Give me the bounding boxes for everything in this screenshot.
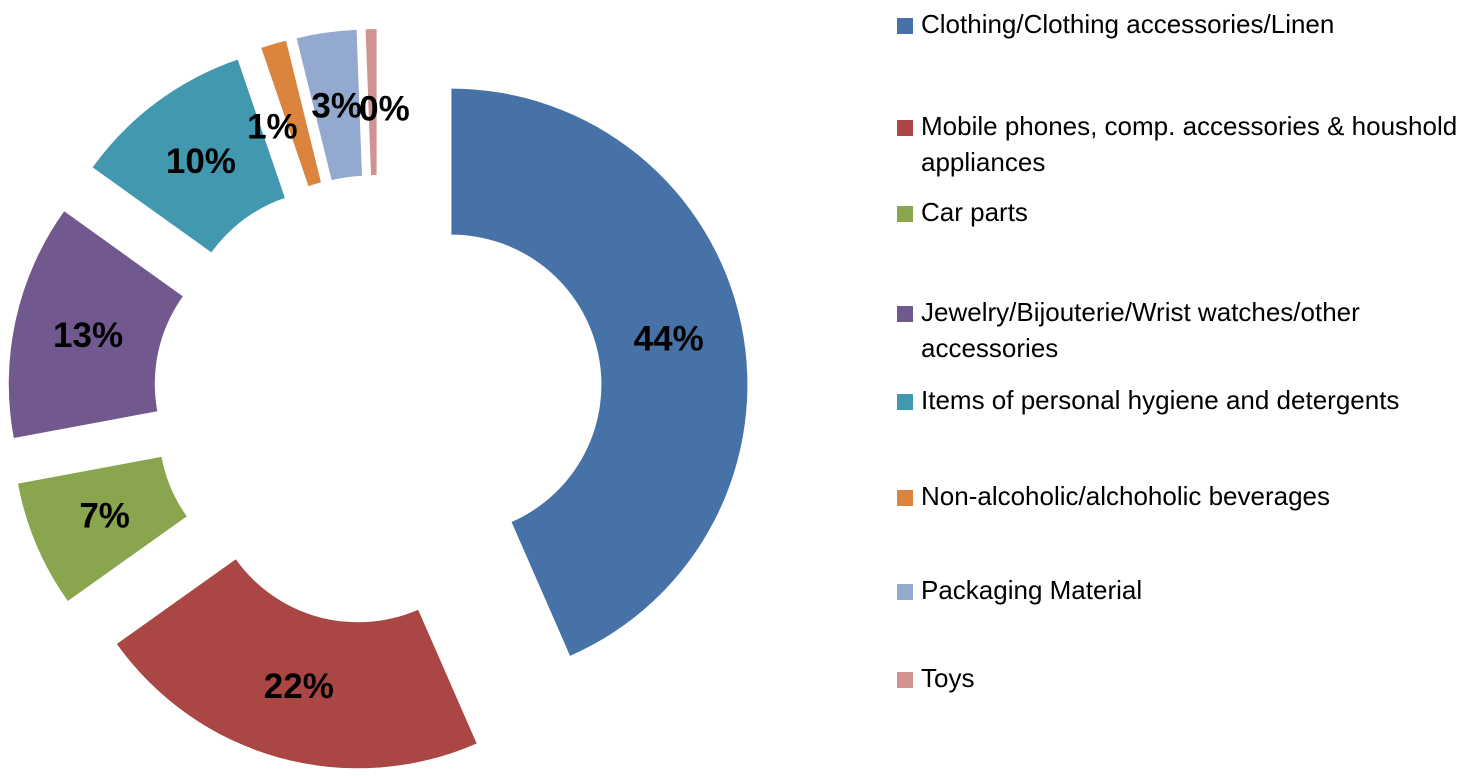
legend-label: Mobile phones, comp. accessories & housh… [921,111,1458,177]
donut-slice-3 [8,211,183,439]
legend-item-4: Items of personal hygiene and detergents [897,382,1469,418]
legend-item-1: Mobile phones, comp. accessories & housh… [897,108,1469,180]
legend-item-3: Jewelry/Bijouterie/Wrist watches/other a… [897,294,1469,366]
legend-item-6: Packaging Material [897,572,1469,608]
legend-label: Non-alcoholic/alchoholic beverages [921,481,1331,511]
data-label-2: 7% [79,497,130,536]
legend-swatch [897,584,913,600]
legend-label: Car parts [921,197,1028,227]
donut-slice-1 [116,559,477,769]
donut-slice-6 [296,29,362,181]
legend-label: Toys [921,663,975,693]
legend-item-2: Car parts [897,194,1469,230]
chart-legend: Clothing/Clothing accessories/Linen Mobil… [897,0,1475,720]
legend-swatch [897,306,913,322]
data-label-5: 1% [247,108,298,147]
legend-label: Packaging Material [921,575,1143,605]
legend-label: Items of personal hygiene and detergents [921,385,1400,415]
donut-slice-2 [17,456,187,601]
legend-swatch [897,672,913,688]
legend-swatch [897,490,913,506]
legend-label: Jewelry/Bijouterie/Wrist watches/other a… [921,297,1360,363]
donut-slice-4 [92,59,285,253]
data-label-0: 44% [634,320,704,359]
donut-slice-0 [451,88,748,656]
data-label-1: 22% [264,667,334,706]
data-label-4: 10% [166,142,236,181]
donut-chart: 44% 22% 7% 13% 10% 1% 3%0% [8,29,748,769]
data-label-7: 0% [359,90,410,129]
legend-label: Clothing/Clothing accessories/Linen [921,9,1335,39]
legend-swatch [897,18,913,34]
legend-swatch [897,394,913,410]
donut-slice-7 [365,29,377,176]
data-label-3: 13% [53,316,123,355]
legend-swatch [897,206,913,222]
legend-item-0: Clothing/Clothing accessories/Linen [897,6,1469,42]
legend-item-7: Toys [897,660,1469,696]
data-label-6: 3% [311,86,362,125]
donut-slice-5 [261,40,321,187]
legend-swatch [897,120,913,136]
legend-item-5: Non-alcoholic/alchoholic beverages [897,478,1469,514]
